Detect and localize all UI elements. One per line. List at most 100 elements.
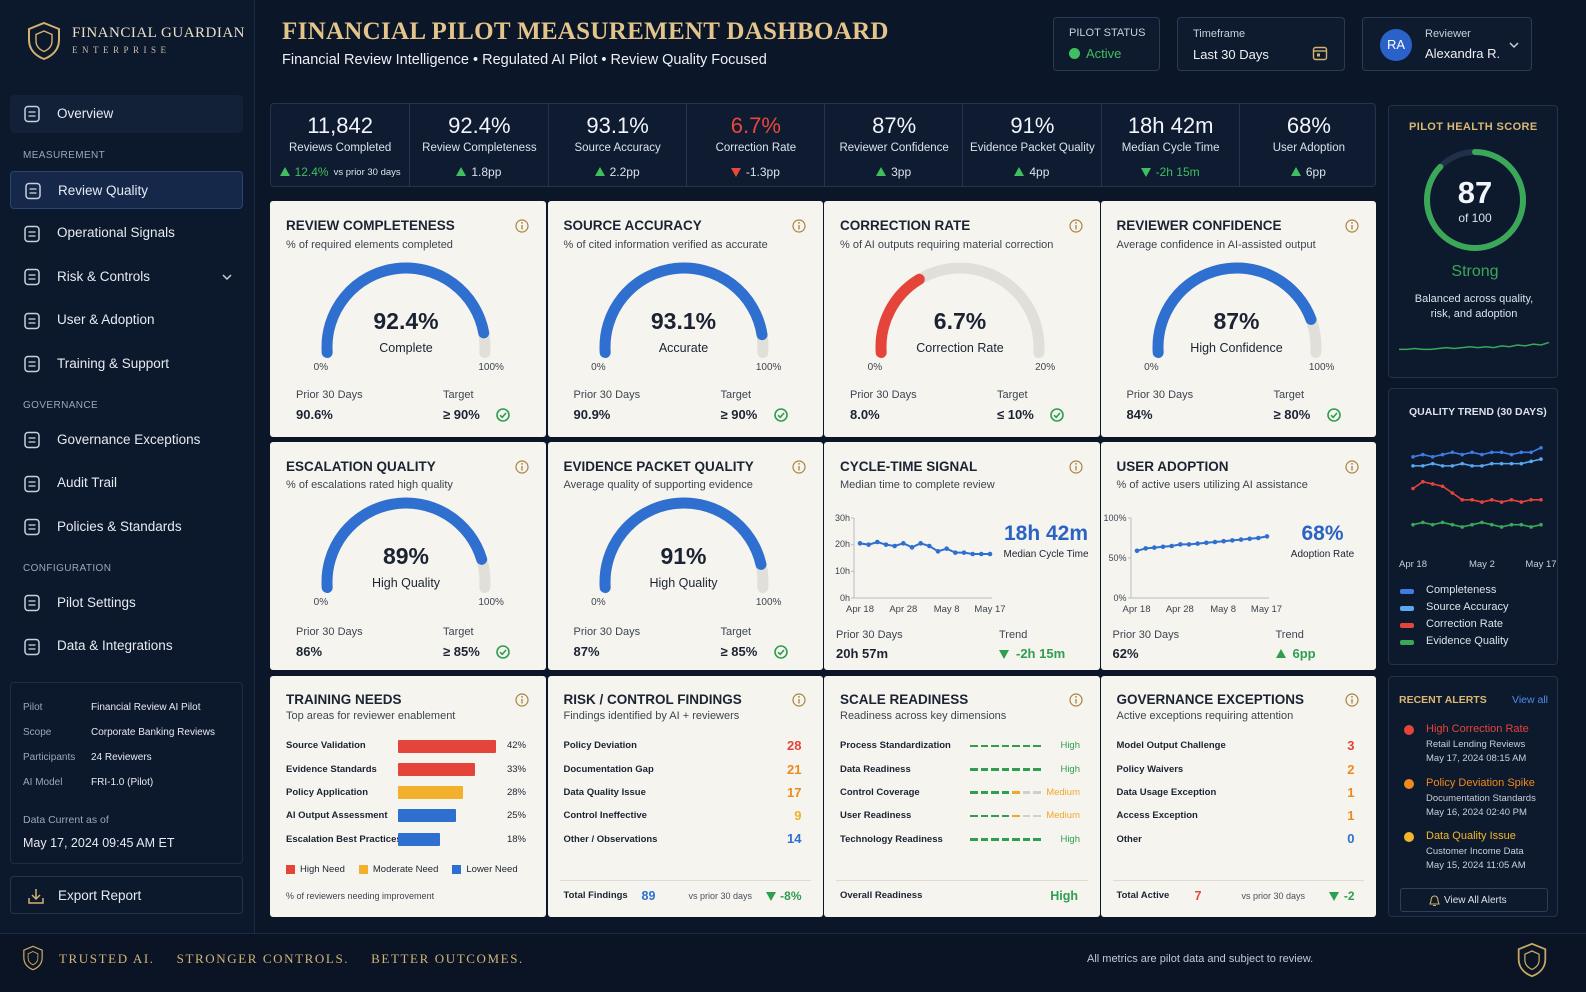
- x-tick-label: May 8: [1210, 604, 1237, 616]
- icon: [24, 268, 40, 286]
- metric-card: CYCLE-TIME SIGNAL Median time to complete…: [824, 442, 1100, 670]
- user-menu[interactable]: RA Reviewer Alexandra R.: [1362, 17, 1532, 71]
- total-label: Total Active: [1116, 890, 1170, 902]
- card-title: ESCALATION QUALITY: [286, 458, 436, 474]
- nav-item[interactable]: Audit Trail: [10, 465, 243, 503]
- alert-title[interactable]: High Correction Rate: [1426, 723, 1529, 736]
- readiness-dash: [970, 768, 978, 771]
- data-point: [1229, 538, 1235, 543]
- as-of: May 17, 2024 09:45 AM ET: [23, 835, 175, 850]
- bars-note: % of reviewers needing improvement: [286, 890, 435, 901]
- row-value: 3: [1347, 738, 1355, 754]
- nav-item[interactable]: Policies & Standards: [10, 508, 243, 546]
- check-circle: [1050, 408, 1064, 422]
- footer-note: All metrics are pilot data and subject t…: [1087, 953, 1314, 966]
- trend-point: [1470, 464, 1474, 468]
- shield: [23, 945, 43, 971]
- data-point: [1212, 539, 1217, 545]
- card-title: CYCLE-TIME SIGNAL: [840, 458, 978, 474]
- kpi-cell: 92.4% Review Completeness 1.8pp: [409, 104, 547, 186]
- kpi-delta-note: vs prior 30 days: [333, 166, 401, 178]
- icon: [24, 105, 40, 123]
- trend-point: [1460, 525, 1465, 529]
- kpi-label: Review Completeness: [422, 142, 537, 155]
- trend-arrow: [876, 167, 887, 176]
- icon: [24, 518, 40, 536]
- kpi-cell: 93.1% Source Accuracy 2.2pp: [547, 104, 686, 186]
- kpi-value: 68%: [1286, 112, 1331, 138]
- health-rating: Strong: [1451, 263, 1499, 281]
- prior-label: Prior 30 Days: [836, 629, 903, 642]
- divider: [559, 880, 811, 881]
- alert-title[interactable]: Policy Deviation Spike: [1426, 776, 1535, 789]
- kpi-delta-value: 3pp: [891, 165, 912, 179]
- trend-point: [1539, 457, 1543, 461]
- nav-item[interactable]: Risk & Controls: [10, 258, 243, 296]
- nav-item[interactable]: User & Adoption: [10, 302, 243, 340]
- headline-value: 68%: [1301, 522, 1344, 546]
- readiness-dash: [991, 768, 999, 771]
- compare-label: vs prior 30 days: [688, 890, 753, 901]
- row-value: 9: [794, 808, 802, 824]
- row-label: Data Usage Exception: [1116, 786, 1217, 798]
- y-tick-label: 20h: [834, 539, 850, 550]
- trend-point: [1489, 498, 1494, 502]
- alert-title[interactable]: Data Quality Issue: [1426, 830, 1516, 843]
- gauge-arc: [1152, 262, 1317, 359]
- nav-label: Governance Exceptions: [57, 431, 201, 447]
- nav-item[interactable]: Overview: [10, 95, 243, 133]
- trend-point: [1539, 498, 1543, 502]
- view-all-link[interactable]: View all: [1512, 693, 1548, 706]
- nav-item[interactable]: Operational Signals: [10, 215, 243, 253]
- gauge: [875, 262, 1045, 359]
- data-point: [1134, 548, 1139, 554]
- readiness-dash: [1001, 744, 1009, 748]
- readiness-dash: [980, 744, 988, 748]
- kpi-cell: 6.7% Correction Rate -1.3pp: [685, 104, 824, 186]
- row-label: AI Output Assessment: [286, 810, 388, 822]
- row-value: 14: [787, 831, 802, 847]
- trend-point: [1519, 461, 1524, 466]
- timeframe[interactable]: Timeframe Last 30 Days: [1177, 17, 1345, 71]
- alert-dot: [1404, 778, 1414, 789]
- gauge-range-label: 0%: [591, 597, 606, 608]
- view-all-button[interactable]: View All Alerts: [1400, 888, 1548, 912]
- info-label: AI Model: [23, 777, 63, 788]
- info-dot: [798, 696, 800, 698]
- trend-point: [1460, 452, 1465, 457]
- check-circle: [1326, 408, 1341, 422]
- card-title: EVIDENCE PACKET QUALITY: [563, 458, 754, 474]
- info-dot: [798, 222, 800, 224]
- trend-point: [1519, 500, 1524, 504]
- kpi-delta-value: 4pp: [1029, 165, 1050, 179]
- data-point: [875, 539, 880, 545]
- panel-title: RECENT ALERTS: [1399, 693, 1487, 706]
- info-circle: [792, 219, 806, 233]
- nav-item[interactable]: Data & Integrations: [10, 628, 243, 666]
- icon-shape: [24, 105, 40, 123]
- readiness-dash: [1033, 814, 1041, 818]
- health-panel: PILOT HEALTH SCORE 87 of 100 Strong Balanced…: [1388, 105, 1558, 378]
- arrow-shape: [730, 168, 741, 177]
- nav-item[interactable]: Governance Exceptions: [10, 421, 243, 459]
- card-title: SOURCE ACCURACY: [563, 217, 702, 233]
- metric-card: REVIEW COMPLETENESS % of required element…: [270, 201, 546, 437]
- y-tick-label: 30h: [834, 512, 850, 523]
- brand-sub: ENTERPRISE: [72, 44, 171, 55]
- nav-item[interactable]: Review Quality: [10, 171, 243, 209]
- kpi-cell: 87% Reviewer Confidence 3pp: [824, 104, 962, 186]
- health-description: Balanced across quality, risk, and adopt…: [1414, 293, 1534, 320]
- info-circle: [792, 460, 806, 474]
- icon-shape: [24, 431, 40, 449]
- nav-item[interactable]: Training & Support: [10, 345, 243, 383]
- trend-point: [1450, 491, 1455, 495]
- export-button[interactable]: Export Report: [10, 876, 243, 914]
- kpi-delta-value: 6pp: [1305, 165, 1326, 179]
- row-value: 0: [1347, 831, 1355, 847]
- legend-swatch: [1400, 622, 1414, 628]
- prior-value: 87%: [573, 644, 600, 660]
- legend: High Need Moderate Need Lower Need: [286, 864, 518, 875]
- icon-shape: [24, 312, 40, 329]
- info-icon: [792, 219, 806, 233]
- nav-item[interactable]: Pilot Settings: [10, 584, 243, 622]
